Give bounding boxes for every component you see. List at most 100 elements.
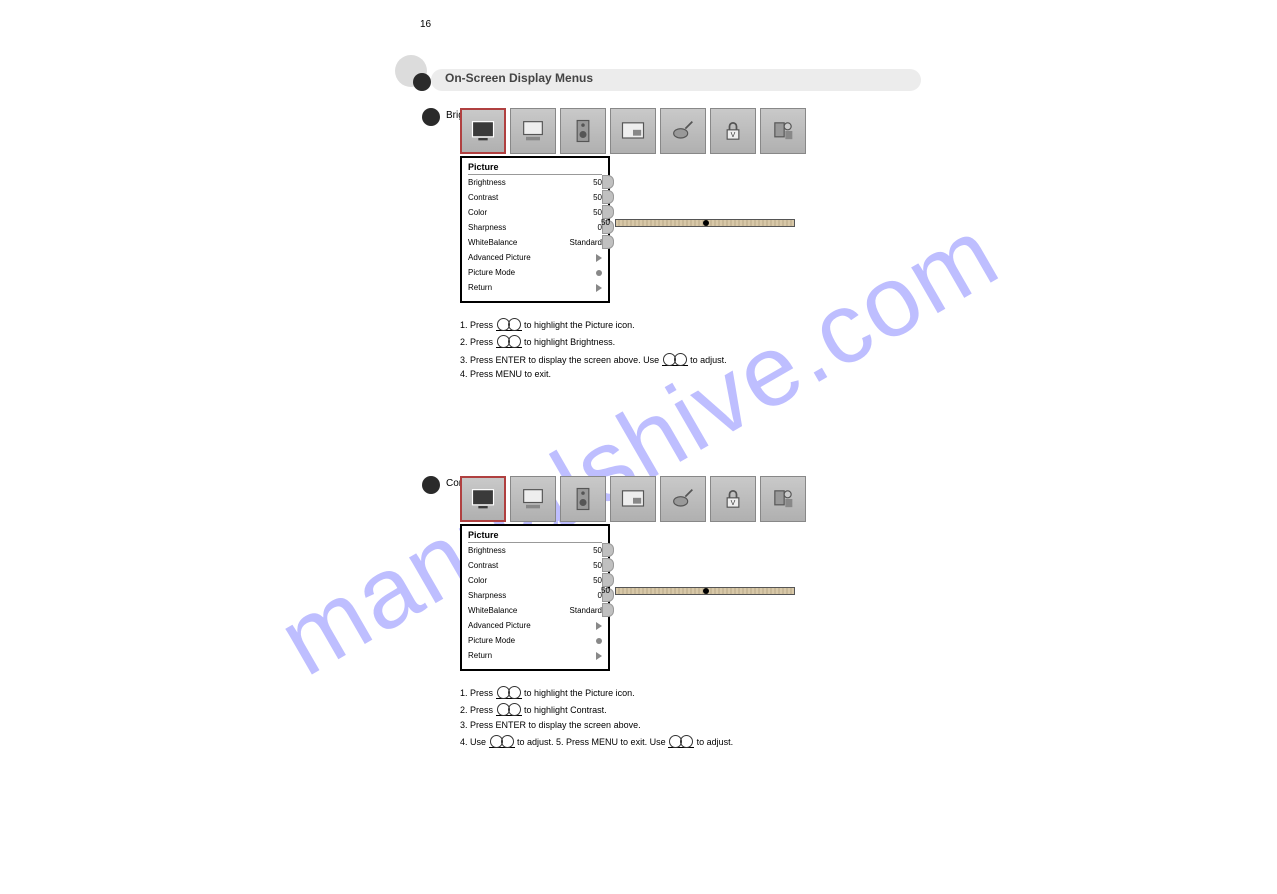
menu-row-return: Return xyxy=(468,280,602,295)
instructions: 1. Press to highlight the Picture icon. … xyxy=(460,315,930,382)
slider-control: 50 xyxy=(615,584,795,598)
step-2: 2. Press to highlight Contrast. xyxy=(460,700,930,717)
menu-label: Color xyxy=(468,576,487,585)
icon-row: V xyxy=(460,108,960,154)
slider-value: 50 xyxy=(601,218,610,227)
section-brightness: Brightness V Picture Brightness 50 Contra… xyxy=(420,108,960,382)
section-bullet xyxy=(422,108,440,126)
step-1: 1. Press to highlight the Picture icon. xyxy=(460,683,930,700)
menu-label: WhiteBalance xyxy=(468,606,517,615)
menu-row-wb: WhiteBalance Standard xyxy=(468,235,602,250)
menu-row-mode: Picture Mode xyxy=(468,633,602,648)
page: On-Screen Display Menus Brightness V Pic… xyxy=(0,0,1277,50)
setup-icon xyxy=(760,108,806,154)
menu-value: 50 xyxy=(593,193,602,202)
menu-label: Brightness xyxy=(468,546,506,555)
section-bullet xyxy=(422,476,440,494)
tv-icon xyxy=(460,108,506,154)
menu-label: Sharpness xyxy=(468,223,506,232)
nav-buttons-icon xyxy=(663,353,687,370)
lock-icon: V xyxy=(710,108,756,154)
menu-label: Return xyxy=(468,651,492,660)
menu-row-sharpness: Sharpness0 xyxy=(468,220,602,235)
menu-row-sharpness: Sharpness0 xyxy=(468,588,602,603)
menu-value: 50 xyxy=(593,178,602,187)
header-bar: On-Screen Display Menus xyxy=(395,55,935,99)
menu-row-contrast: Contrast 50 xyxy=(468,558,602,573)
menu-label: Advanced Picture xyxy=(468,253,531,262)
menu-label: Brightness xyxy=(468,178,506,187)
header-circle-small xyxy=(413,73,431,91)
step-1: 1. Press to highlight the Picture icon. xyxy=(460,315,930,332)
menu-row-brightness: Brightness 50 xyxy=(468,175,602,190)
slider-thumb xyxy=(703,220,709,226)
nav-buttons-icon xyxy=(497,703,521,720)
menu-value: Standard xyxy=(570,606,602,615)
section-contrast: Contrast V Picture Brightness 50 Contrast… xyxy=(420,476,960,750)
menu-value: 50 xyxy=(593,561,602,570)
menu-value: 50 xyxy=(593,208,602,217)
dot-icon xyxy=(596,638,602,644)
menu-value: 50 xyxy=(593,576,602,585)
menu-label: Contrast xyxy=(468,561,498,570)
slider-thumb xyxy=(703,588,709,594)
menu-label: WhiteBalance xyxy=(468,238,517,247)
menu-row-brightness: Brightness 50 xyxy=(468,543,602,558)
pc-icon xyxy=(510,476,556,522)
menu-row-contrast: Contrast 50 xyxy=(468,190,602,205)
lock-icon: V xyxy=(710,476,756,522)
pip-icon xyxy=(610,108,656,154)
step-2: 2. Press to highlight Brightness. xyxy=(460,332,930,349)
instructions: 1. Press to highlight the Picture icon. … xyxy=(460,683,930,750)
step-3: 3. Press ENTER to display the screen abo… xyxy=(460,350,930,367)
menu-value: Standard xyxy=(570,238,602,247)
chevron-right-icon xyxy=(596,622,602,630)
satellite-icon xyxy=(660,476,706,522)
svg-text:V: V xyxy=(731,132,736,139)
satellite-icon xyxy=(660,108,706,154)
page-title: On-Screen Display Menus xyxy=(445,71,593,85)
setup-icon xyxy=(760,476,806,522)
nav-buttons-icon xyxy=(490,735,514,752)
menu-label: Picture Mode xyxy=(468,268,515,277)
menu-label: Contrast xyxy=(468,193,498,202)
speaker-icon xyxy=(560,108,606,154)
page-number: 16 xyxy=(420,19,431,30)
nav-buttons-icon xyxy=(497,318,521,335)
chevron-right-icon xyxy=(596,254,602,262)
menu-row-adv: Advanced Picture xyxy=(468,618,602,633)
nav-buttons-icon xyxy=(497,686,521,703)
menu-row-wb: WhiteBalance Standard xyxy=(468,603,602,618)
tv-icon xyxy=(460,476,506,522)
step-4: 4. Press MENU to exit. xyxy=(460,367,930,381)
menu-row-color: Color 50 xyxy=(468,205,602,220)
icon-row: V xyxy=(460,476,960,522)
nav-buttons-icon xyxy=(497,335,521,352)
menu-value: 50 xyxy=(593,546,602,555)
menu-label: Advanced Picture xyxy=(468,621,531,630)
speaker-icon xyxy=(560,476,606,522)
svg-text:V: V xyxy=(731,500,736,507)
menu-label: Sharpness xyxy=(468,591,506,600)
menu-label: Color xyxy=(468,208,487,217)
menu-row-return: Return xyxy=(468,648,602,663)
dot-icon xyxy=(596,270,602,276)
step-4: 4. Use to adjust. 5. Press MENU to exit.… xyxy=(460,732,930,749)
nav-buttons-icon xyxy=(669,735,693,752)
chevron-right-icon xyxy=(596,652,602,660)
menu-panel: Picture Brightness50 Contrast50 Color50 … xyxy=(460,156,610,303)
menu-title: Picture xyxy=(468,530,602,543)
menu-label: Return xyxy=(468,283,492,292)
chevron-right-icon xyxy=(596,284,602,292)
menu-row-color: Color 50 xyxy=(468,573,602,588)
menu-label: Picture Mode xyxy=(468,636,515,645)
menu-row-mode: Picture Mode xyxy=(468,265,602,280)
pc-icon xyxy=(510,108,556,154)
pip-icon xyxy=(610,476,656,522)
menu-title: Picture xyxy=(468,162,602,175)
menu-row-adv: Advanced Picture xyxy=(468,250,602,265)
step-3: 3. Press ENTER to display the screen abo… xyxy=(460,718,930,732)
menu-panel: Picture Brightness50 Contrast50 Color50 … xyxy=(460,524,610,671)
slider-control: 50 xyxy=(615,216,795,230)
slider-value: 50 xyxy=(601,586,610,595)
